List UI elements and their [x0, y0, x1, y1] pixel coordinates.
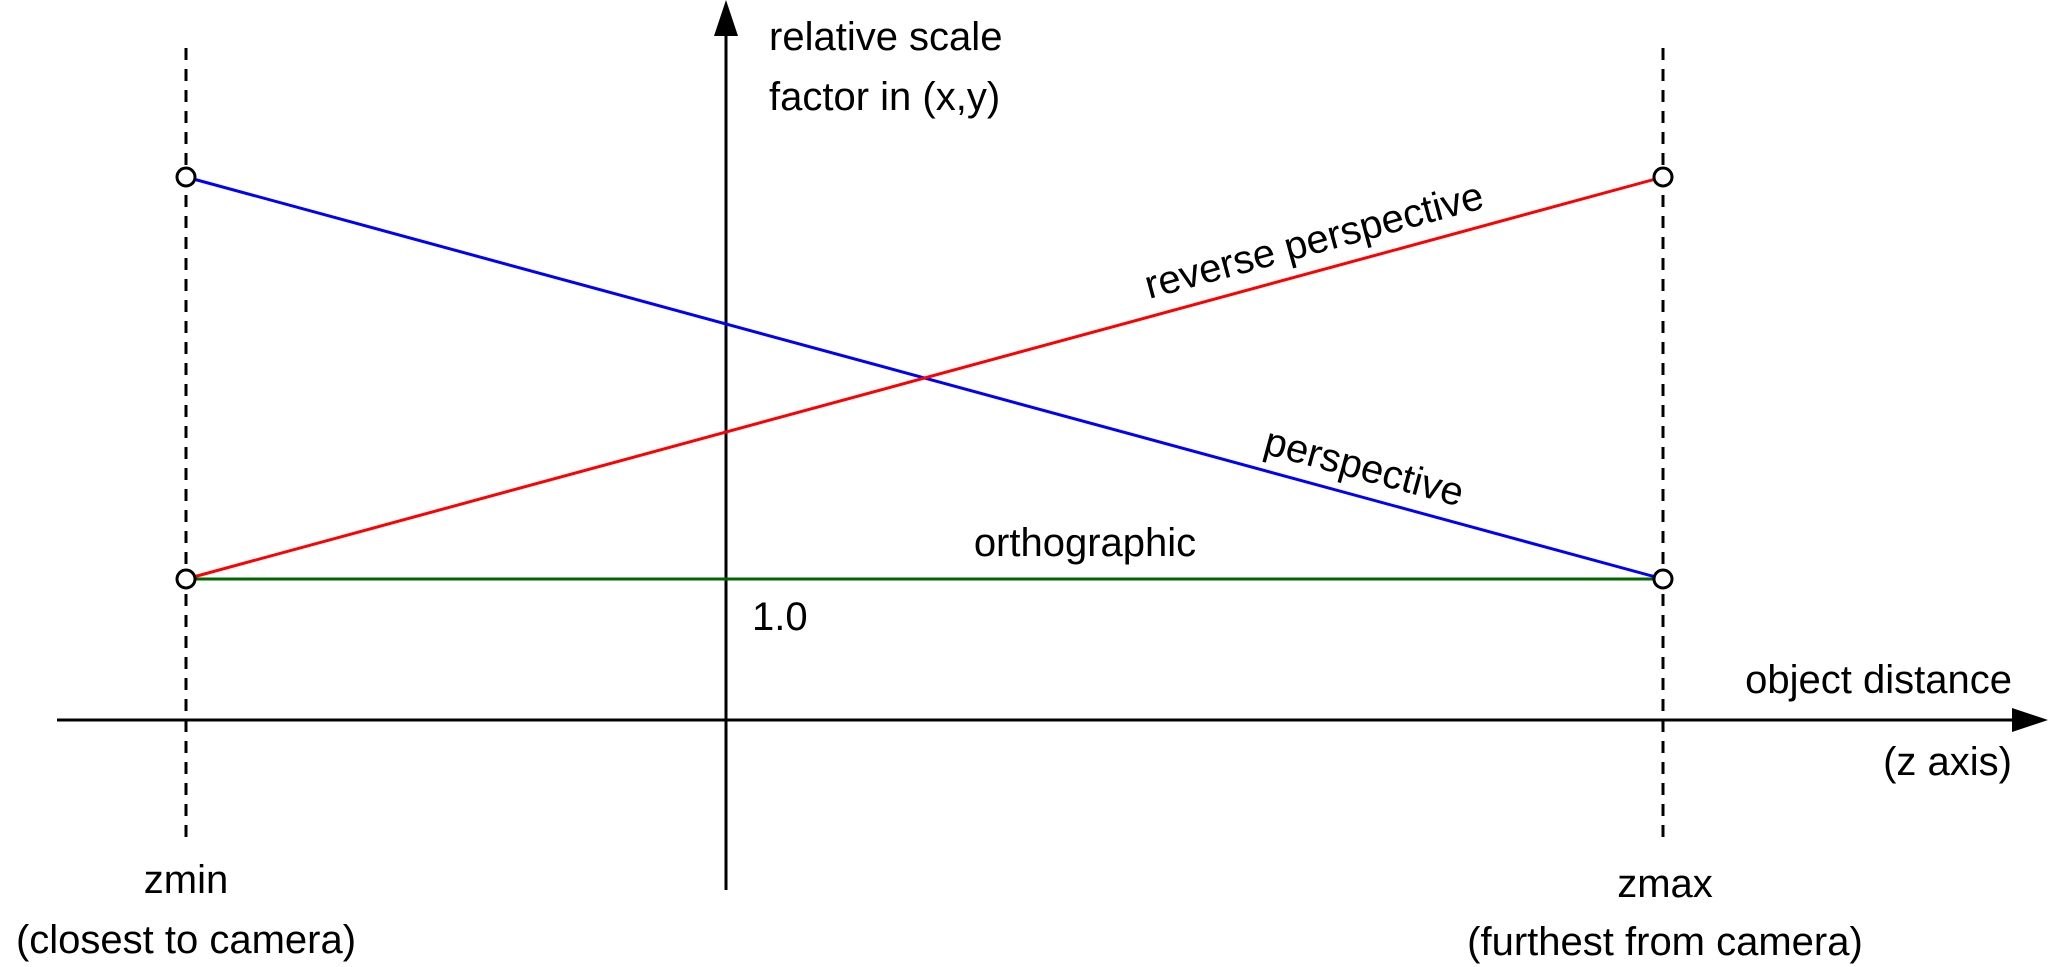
perspective-label: perspective — [1260, 419, 1469, 515]
zmin-bottom-point — [175, 568, 197, 590]
y-axis-label-line2: factor in (x,y) — [769, 75, 1000, 119]
x-axis-label-line1: object distance — [1745, 658, 2012, 702]
zmin-top-point — [175, 166, 197, 188]
orthographic-label: orthographic — [974, 521, 1196, 565]
baseline-value-label: 1.0 — [752, 595, 808, 639]
x-axis-arrowhead — [2012, 708, 2048, 732]
x-axis-label-line2: (z axis) — [1883, 740, 2012, 784]
y-axis-arrowhead — [714, 0, 738, 36]
zmax-label: zmax — [1617, 862, 1713, 906]
zmax-caption: (furthest from camera) — [1467, 920, 1863, 964]
zmin-caption: (closest to camera) — [16, 918, 356, 962]
y-axis-label-line1: relative scale — [769, 15, 1002, 59]
zmax-top-point — [1652, 166, 1674, 188]
reverse-perspective-label: reverse perspective — [1140, 174, 1488, 308]
zmax-bottom-point — [1652, 568, 1674, 590]
zmin-label: zmin — [144, 858, 228, 902]
reverse-perspective-line — [185, 175, 1664, 581]
